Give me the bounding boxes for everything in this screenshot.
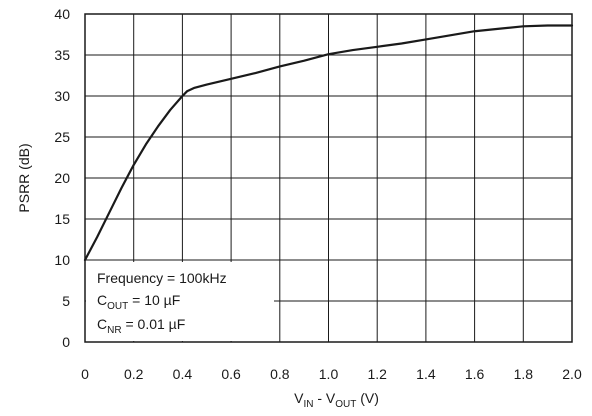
- x-axis-label-v2: V: [326, 390, 336, 406]
- plot-frame: [84, 13, 573, 343]
- y-tick-label: 0: [62, 334, 70, 350]
- annotation-cout-value: = 10 µF: [128, 292, 180, 308]
- x-axis-label-sub2: OUT: [335, 399, 356, 410]
- x-axis-label: VIN - VOUT (V): [294, 390, 379, 410]
- annotation-cnr-value: = 0.01 µF: [122, 316, 186, 332]
- y-tick-label: 30: [54, 88, 70, 104]
- x-axis-label-v1: V: [294, 390, 304, 406]
- x-tick-label: 1.2: [367, 366, 387, 382]
- x-axis-label-mid: -: [313, 390, 325, 406]
- y-tick-label: 15: [54, 211, 70, 227]
- annotation-frequency: Frequency = 100kHz: [97, 270, 227, 286]
- annotation-box: [86, 262, 274, 341]
- x-tick-label: 0: [81, 366, 89, 382]
- x-tick-label: 0.4: [173, 366, 193, 382]
- x-tick-label: 2.0: [562, 366, 582, 382]
- x-axis-label-sub1: IN: [303, 399, 313, 410]
- y-axis-label: PSRR (dB): [16, 143, 32, 212]
- x-tick-labels: 0 0.2 0.4 0.6 0.8 1.0 1.2 1.4 1.6 1.8 2.0: [81, 366, 582, 382]
- x-axis-label-unit: (V): [356, 390, 379, 406]
- y-tick-label: 25: [54, 129, 70, 145]
- annotation-cnr-subscript: NR: [107, 325, 121, 336]
- x-tick-label: 0.6: [221, 366, 241, 382]
- psrr-series-line: [83, 24, 574, 262]
- x-tick-label: 1.8: [514, 366, 534, 382]
- y-tick-label: 35: [54, 47, 70, 63]
- y-tick-labels: 0 5 10 15 20 25 30 35 40: [54, 6, 70, 350]
- annotation-cnr-symbol: C: [97, 316, 107, 332]
- y-tick-label: 20: [54, 170, 70, 186]
- x-tick-label: 0.8: [270, 366, 290, 382]
- x-tick-label: 1.6: [465, 366, 485, 382]
- x-tick-label: 0.2: [124, 366, 144, 382]
- x-tick-label: 1.0: [319, 366, 339, 382]
- y-tick-label: 5: [62, 293, 70, 309]
- y-tick-label: 10: [54, 252, 70, 268]
- annotation-cnr: CNR = 0.01 µF: [97, 316, 185, 336]
- annotation-cout: COUT = 10 µF: [97, 292, 180, 312]
- annotation-cout-subscript: OUT: [107, 301, 128, 312]
- annotation-cout-symbol: C: [97, 292, 107, 308]
- y-tick-label: 40: [54, 6, 70, 22]
- annotation: Frequency = 100kHz COUT = 10 µF CNR = 0.…: [97, 270, 227, 336]
- x-tick-label: 1.4: [416, 366, 436, 382]
